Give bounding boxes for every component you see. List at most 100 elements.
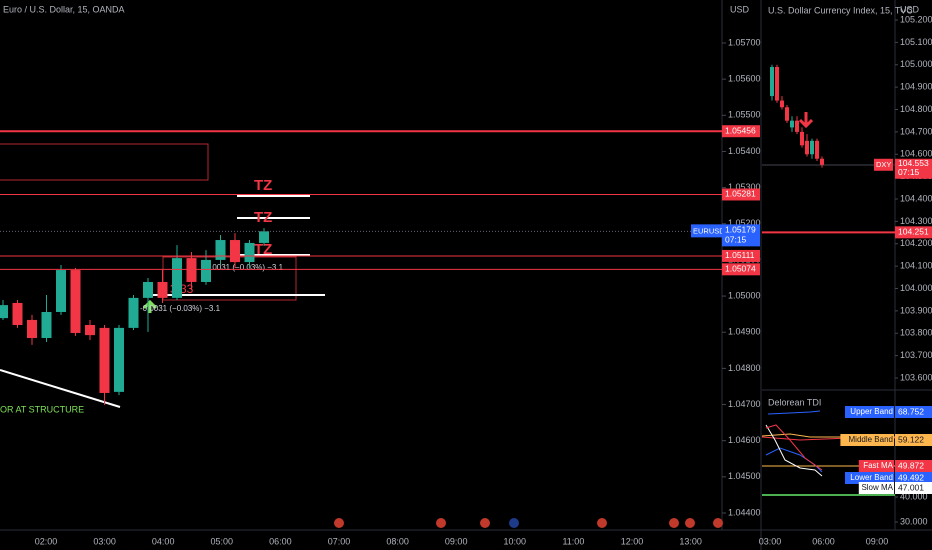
event-icon[interactable] — [597, 518, 607, 528]
x-tick-label: 11:00 — [562, 536, 584, 546]
countdown: 07:15 — [898, 167, 920, 177]
band-value: 68.752 — [898, 406, 924, 416]
symbol-tag — [691, 224, 722, 238]
price-tag — [895, 226, 932, 239]
currency: USD — [730, 4, 750, 14]
candle-body — [99, 327, 110, 393]
candle-body — [775, 66, 779, 101]
candle-body — [770, 66, 774, 97]
band-name: Lower Band — [850, 473, 893, 482]
event-icon[interactable] — [480, 518, 490, 528]
event-icons — [334, 518, 723, 528]
band-value: 49.492 — [898, 472, 924, 482]
y-tick-label: 1.05600 — [728, 74, 761, 84]
price-tag-label: 1.05281 — [725, 189, 756, 199]
x-tick-label: 02:00 — [35, 536, 58, 546]
event-icon[interactable] — [509, 518, 519, 528]
candle-body — [12, 302, 23, 325]
price-tag — [722, 224, 760, 247]
band-name: Fast MA — [863, 461, 893, 470]
y-tick-label: 104.900 — [900, 82, 932, 92]
candle-body — [27, 319, 37, 339]
candle-body — [56, 270, 66, 312]
y-tick-label: 1.05000 — [728, 290, 761, 300]
x-tick-label: 04:00 — [152, 536, 175, 546]
y-tick-label: 104.300 — [900, 216, 932, 226]
candle-body — [790, 120, 794, 128]
candle-body — [157, 281, 168, 298]
y-tick-label: 105.200 — [900, 14, 932, 24]
band-value-tag — [895, 460, 932, 472]
fast-line — [765, 424, 823, 471]
measure-label: -0.0031 (−0.03%) −3.1 — [140, 304, 221, 313]
x-tick-label: 03:00 — [759, 536, 782, 546]
lower-band-line — [765, 447, 823, 473]
band-value-tag — [895, 406, 932, 418]
countdown: 07:15 — [725, 235, 747, 245]
band-name: Slow MA — [861, 483, 893, 492]
band-value-tag — [895, 434, 932, 446]
candle-body — [780, 100, 784, 108]
y-tick-label: 104.200 — [900, 238, 932, 248]
y-tick-label: 105.000 — [900, 59, 932, 69]
y-tick-label: 30.000 — [900, 516, 928, 526]
y-tick-label: 104.800 — [900, 104, 932, 114]
tz-label: TZ — [254, 209, 272, 226]
y-tick-label: 1.05300 — [728, 182, 761, 192]
tdi-title: Delorean TDI — [768, 397, 821, 407]
price-tag — [722, 125, 760, 138]
candle-body — [70, 270, 81, 333]
y-tick-label: 1.05200 — [728, 218, 761, 228]
event-icon[interactable] — [334, 518, 344, 528]
candle-body — [85, 325, 95, 336]
price-tag — [722, 249, 760, 262]
price-tag-label: 1.05074 — [725, 264, 756, 274]
x-tick-label: 09:00 — [445, 536, 468, 546]
band-value: 59.122 — [898, 434, 924, 444]
symbol-tag-label: DXY — [876, 160, 891, 169]
y-tick-label: 1.04800 — [728, 363, 761, 373]
zone-box — [0, 143, 209, 181]
y-tick-label: 40.000 — [900, 491, 928, 501]
candle-body — [820, 158, 824, 165]
candle-body — [244, 242, 255, 263]
y-tick-label: 1.05400 — [728, 146, 761, 156]
event-icon[interactable] — [713, 518, 723, 528]
candle-body — [128, 297, 139, 328]
candle-body — [815, 140, 819, 159]
y-tick-label: 104.600 — [900, 149, 932, 159]
upper-band-line — [767, 410, 821, 415]
y-tick-label: 104.000 — [900, 283, 932, 293]
candle-body — [172, 258, 182, 298]
y-tick-label: 1.05500 — [728, 110, 761, 120]
note: OR AT STRUCTURE — [0, 404, 84, 414]
band-name: Middle Band — [849, 435, 893, 444]
event-icon[interactable] — [685, 518, 695, 528]
band-name-tag — [845, 472, 894, 484]
x-tick-label: 06:00 — [269, 536, 292, 546]
candle-body — [259, 231, 269, 243]
x-tick-label: 09:00 — [866, 536, 889, 546]
symbol-tag — [874, 158, 893, 171]
down-arrow — [798, 112, 814, 129]
y-tick-label: 1.04700 — [728, 399, 761, 409]
band-name: Upper Band — [850, 407, 893, 416]
candle-body — [215, 240, 226, 260]
dxy-title: U.S. Dollar Currency Index, 15, TVC — [768, 5, 913, 15]
band-name-tag — [858, 460, 894, 472]
band-value-tag — [895, 482, 932, 494]
y-tick-label: 1.04900 — [728, 327, 761, 337]
candle-body — [41, 311, 52, 339]
candle-body — [785, 107, 789, 121]
slow-ma-line — [765, 424, 823, 477]
candle-body — [800, 131, 804, 146]
symbol-tag-label: EURUSD — [693, 226, 725, 235]
x-tick-label: 08:00 — [386, 536, 409, 546]
event-icon[interactable] — [436, 518, 446, 528]
band-name-tag — [845, 406, 894, 418]
band-name-tag — [858, 482, 894, 494]
y-tick-label: 1.04500 — [728, 471, 761, 481]
price-tag-label: 1.05456 — [725, 125, 756, 135]
event-icon[interactable] — [669, 518, 679, 528]
y-tick-label: 103.900 — [900, 305, 932, 315]
